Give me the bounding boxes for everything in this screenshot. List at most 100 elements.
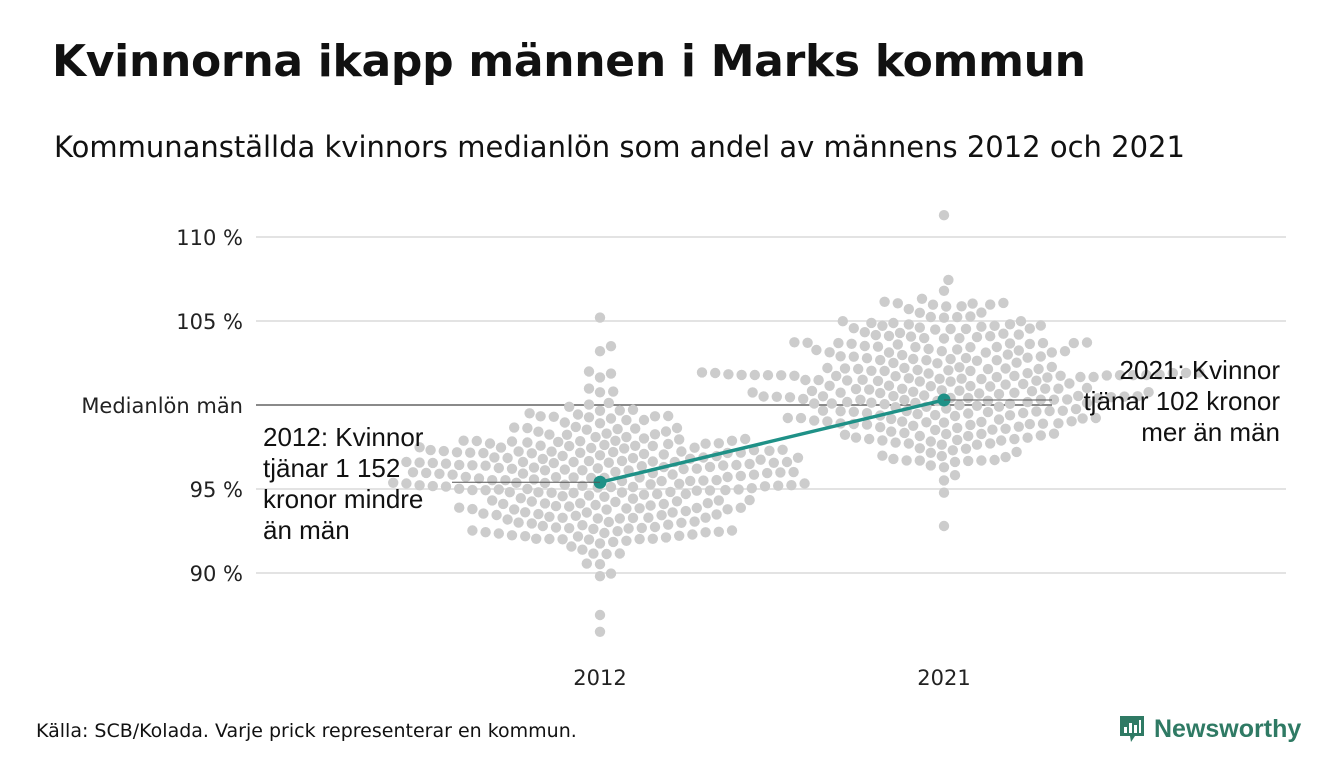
municipality-dot (932, 358, 943, 369)
municipality-dot (800, 374, 811, 386)
municipality-dot (667, 469, 678, 480)
municipality-dot (531, 533, 542, 544)
municipality-dot (740, 433, 751, 445)
municipality-dot (517, 468, 529, 479)
municipality-dot (594, 450, 606, 461)
municipality-dot (980, 347, 991, 358)
municipality-dot (515, 493, 526, 504)
municipality-dot (892, 339, 903, 350)
municipality-dot (636, 461, 647, 472)
municipality-dot (967, 298, 978, 309)
municipality-dot (848, 323, 859, 334)
municipality-dot (936, 450, 947, 462)
grid-lines (256, 236, 1286, 574)
municipality-dot (938, 285, 950, 296)
municipality-dot (735, 470, 746, 482)
brand-name: Newsworthy (1154, 714, 1302, 743)
municipality-dot (938, 520, 950, 532)
municipality-dot (594, 609, 606, 621)
municipality-dot (564, 440, 575, 452)
municipality-dot (866, 365, 877, 376)
municipality-dot (480, 485, 491, 496)
municipality-dot (1101, 370, 1113, 381)
municipality-dot (872, 375, 884, 387)
municipality-dot (621, 431, 632, 443)
municipality-dot (1053, 418, 1064, 429)
municipality-dot (564, 401, 575, 412)
municipality-dot (427, 480, 438, 492)
municipality-dot (831, 370, 842, 382)
municipality-dot (559, 479, 570, 490)
newsworthy-logo-icon (1120, 716, 1144, 742)
municipality-dot (522, 483, 533, 495)
municipality-dot (623, 465, 634, 476)
municipality-dot (850, 432, 862, 443)
municipality-dot (601, 548, 612, 560)
municipality-dot (943, 365, 954, 376)
municipality-dot (789, 337, 800, 348)
municipality-dot (943, 274, 954, 286)
municipality-dot (696, 367, 708, 378)
municipality-dot (998, 328, 1009, 339)
municipality-dot (711, 509, 722, 520)
municipality-dot (401, 456, 412, 468)
municipality-dot (971, 331, 983, 343)
municipality-dot (594, 312, 606, 323)
municipality-dot (594, 346, 606, 357)
municipality-dot (656, 510, 667, 521)
municipality-dot (1000, 451, 1011, 463)
municipality-dot (996, 435, 1007, 446)
municipality-dot (908, 353, 919, 365)
municipality-dot (952, 311, 963, 323)
municipality-dot (963, 430, 974, 442)
municipality-dot (528, 474, 540, 485)
municipality-dot (1075, 371, 1086, 383)
municipality-dot (784, 392, 796, 403)
municipality-dot (976, 455, 987, 466)
municipality-dot (938, 462, 950, 473)
municipality-dot (1119, 391, 1130, 402)
municipality-dot (674, 530, 685, 541)
municipality-dot (610, 496, 621, 508)
municipality-dot (883, 347, 895, 358)
municipality-dot (581, 558, 592, 569)
municipality-dot (691, 502, 702, 514)
municipality-dot (674, 478, 685, 489)
annotation-2012: 2012: Kvinnor tjänar 1 152 kronor mindre än… (263, 422, 424, 545)
municipality-dot (914, 322, 925, 333)
municipality-dot (522, 422, 533, 434)
municipality-dot (850, 383, 862, 395)
municipality-dot (925, 447, 936, 458)
chart-title: Kvinnorna ikapp männen i Marks kommun (52, 36, 1086, 87)
municipality-dot (478, 447, 489, 459)
municipality-dot (1000, 379, 1011, 390)
municipality-dot (454, 483, 465, 494)
municipality-dot (680, 505, 691, 517)
municipality-dot (936, 346, 947, 357)
municipality-dot (866, 317, 877, 329)
municipality-dot (985, 299, 996, 310)
municipality-dot (564, 501, 575, 512)
municipality-dot (467, 484, 478, 496)
municipality-dot (792, 452, 804, 463)
municipality-dot (890, 371, 901, 382)
municipality-dot (914, 307, 925, 318)
municipality-dot (616, 487, 628, 498)
municipality-dot (1059, 346, 1071, 357)
municipality-dot (663, 438, 674, 450)
municipality-dot (621, 414, 632, 426)
chart-subtitle: Kommunanställda kvinnors medianlön som a… (54, 130, 1185, 164)
municipality-dot (1081, 397, 1093, 409)
municipality-dot (627, 452, 639, 464)
municipality-dot (776, 370, 787, 381)
municipality-dot (914, 443, 925, 454)
municipality-dot (493, 484, 504, 495)
municipality-dot (1180, 367, 1192, 379)
municipality-dot (1004, 319, 1016, 330)
municipality-dot (938, 210, 950, 221)
municipality-dot (925, 311, 936, 323)
municipality-dot (480, 460, 491, 471)
municipality-dot (1011, 357, 1022, 368)
municipality-dot (976, 428, 987, 440)
municipality-dot (722, 504, 733, 515)
